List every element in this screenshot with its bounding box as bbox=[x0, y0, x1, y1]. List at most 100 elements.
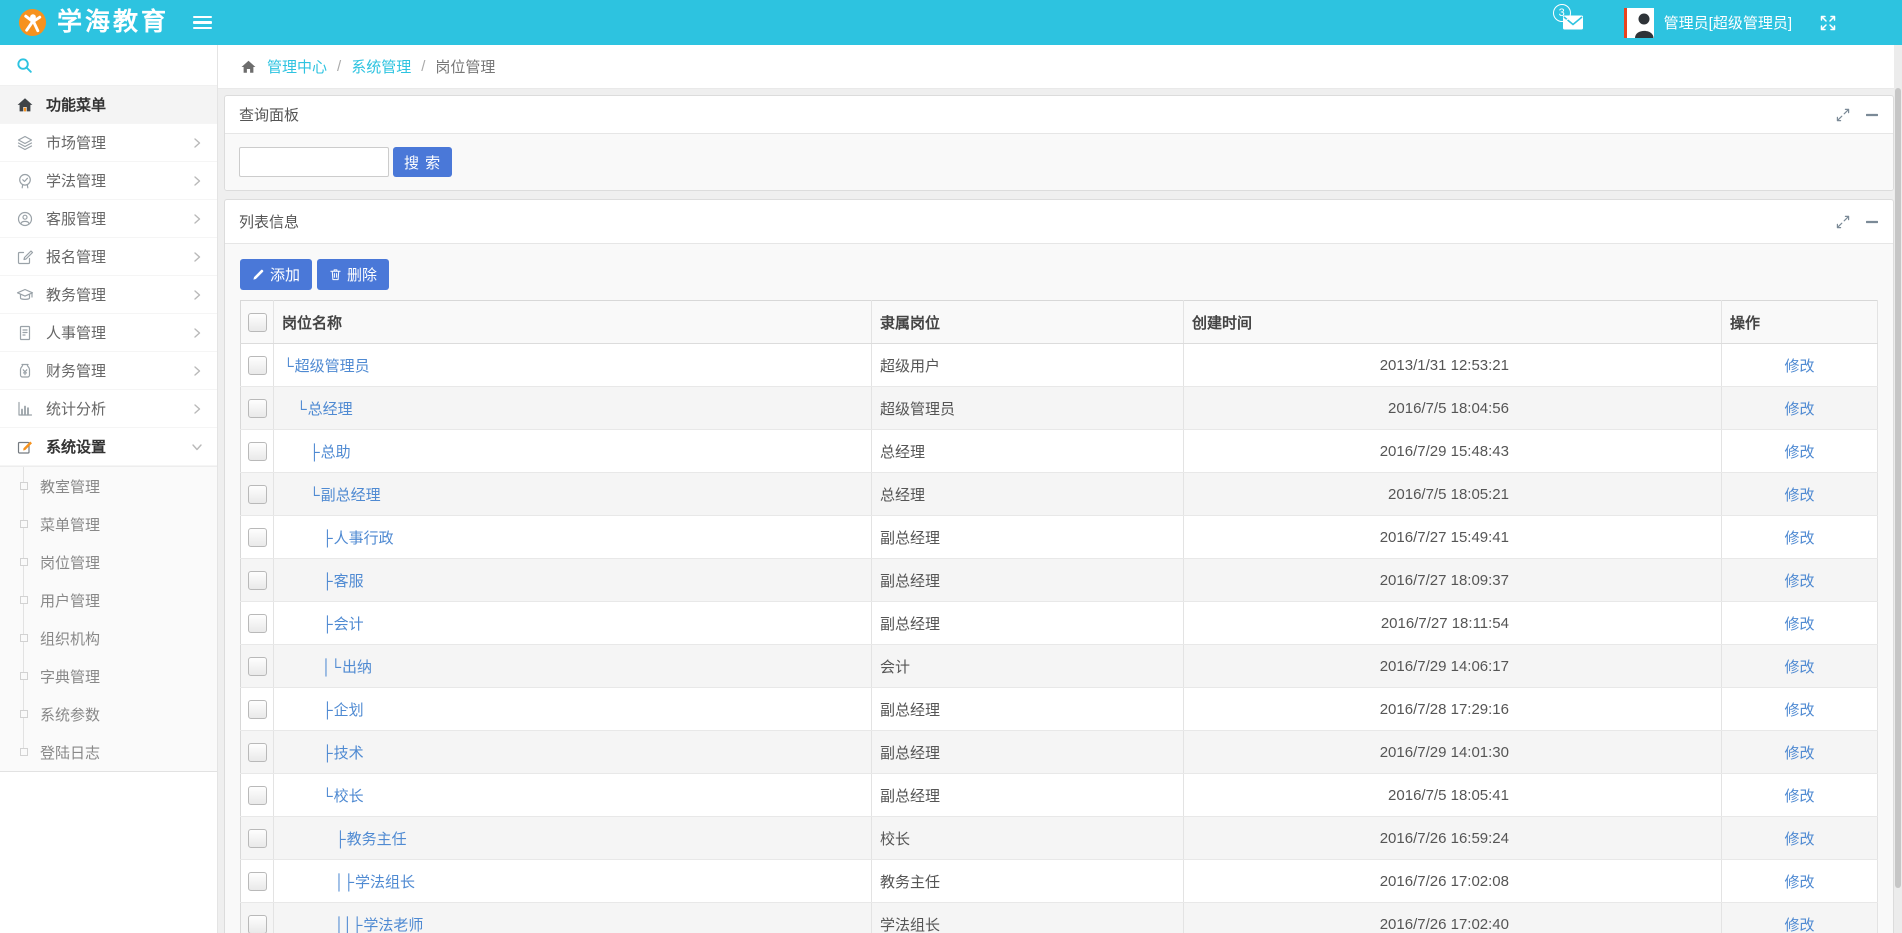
sidebar-item-2[interactable]: 学法管理 bbox=[0, 162, 217, 200]
edit-square-icon bbox=[17, 249, 34, 264]
sidebar-item-8[interactable]: 统计分析 bbox=[0, 390, 217, 428]
breadcrumb-link-admin-center[interactable]: 管理中心 bbox=[267, 59, 328, 76]
position-name-link[interactable]: ├ 人事行政 bbox=[322, 529, 394, 547]
edit-link[interactable]: 修改 bbox=[1784, 873, 1815, 891]
table-row: └ 校长 副总经理 2016/7/5 18:05:41 修改 bbox=[240, 773, 1878, 817]
row-checkbox[interactable] bbox=[247, 871, 267, 891]
position-name-link[interactable]: └ 超级管理员 bbox=[283, 357, 370, 375]
row-checkbox[interactable] bbox=[247, 742, 267, 762]
edit-link[interactable]: 修改 bbox=[1784, 658, 1815, 676]
sidebar-item-6[interactable]: 人事管理 bbox=[0, 314, 217, 352]
add-button[interactable]: 添加 bbox=[240, 259, 313, 290]
search-button[interactable]: 搜 索 bbox=[393, 147, 453, 177]
row-checkbox[interactable] bbox=[247, 355, 267, 375]
edit-link[interactable]: 修改 bbox=[1784, 744, 1815, 762]
sidebar-subitem-5[interactable]: 字典管理 bbox=[0, 657, 217, 695]
sidebar-subitem-1[interactable]: 菜单管理 bbox=[0, 505, 217, 543]
row-checkbox[interactable] bbox=[247, 441, 267, 461]
sidebar-subitem-3[interactable]: 用户管理 bbox=[0, 581, 217, 619]
row-checkbox[interactable] bbox=[247, 699, 267, 719]
edit-link[interactable]: 修改 bbox=[1784, 787, 1815, 805]
row-checkbox[interactable] bbox=[247, 613, 267, 633]
row-checkbox[interactable] bbox=[247, 570, 267, 590]
edit-link[interactable]: 修改 bbox=[1784, 529, 1815, 547]
tree-prefix: └ bbox=[283, 357, 294, 375]
created-time-cell: 2016/7/26 16:59:24 bbox=[1183, 816, 1722, 860]
position-name-link[interactable]: ├ 教务主任 bbox=[335, 830, 407, 848]
sidebar-subitem-7[interactable]: 登陆日志 bbox=[0, 733, 217, 771]
list-panel: 列表信息 bbox=[224, 199, 1894, 933]
edit-link[interactable]: 修改 bbox=[1784, 701, 1815, 719]
parent-position-cell: 校长 bbox=[871, 816, 1184, 860]
current-user-label[interactable]: 管理员[超级管理员] bbox=[1663, 15, 1792, 32]
edit-link[interactable]: 修改 bbox=[1784, 486, 1815, 504]
position-name-link[interactable]: ├ 企划 bbox=[322, 701, 364, 719]
row-checkbox[interactable] bbox=[247, 914, 267, 933]
row-checkbox[interactable] bbox=[247, 398, 267, 418]
position-name-link[interactable]: └ 总经理 bbox=[296, 400, 353, 418]
edit-link[interactable]: 修改 bbox=[1784, 572, 1815, 590]
panel-expand-icon[interactable] bbox=[1836, 215, 1850, 229]
row-checkbox[interactable] bbox=[247, 828, 267, 848]
sidebar-subitem-0[interactable]: 教室管理 bbox=[0, 467, 217, 505]
position-name-link[interactable]: ││├ 学法老师 bbox=[335, 916, 424, 933]
select-all-checkbox[interactable] bbox=[247, 312, 267, 332]
edit-link[interactable]: 修改 bbox=[1784, 615, 1815, 633]
sidebar-item-7[interactable]: 财务管理 bbox=[0, 352, 217, 390]
chevron-down-icon bbox=[191, 441, 203, 453]
sidebar-item-0[interactable]: 功能菜单 bbox=[0, 86, 217, 124]
sidebar: 功能菜单 市场管理 学法管理 客服管理 报名管理 教务管理 人事管理 财务管理 … bbox=[0, 45, 218, 933]
user-circle-icon bbox=[17, 211, 33, 226]
sidebar-subitem-4[interactable]: 组织机构 bbox=[0, 619, 217, 657]
chevron-right-icon bbox=[194, 137, 201, 148]
position-name-link[interactable]: └ 副总经理 bbox=[309, 486, 381, 504]
row-checkbox[interactable] bbox=[247, 527, 267, 547]
created-time-cell: 2016/7/28 17:29:16 bbox=[1183, 687, 1722, 731]
main-content: 管理中心 / 系统管理 / 岗位管理 查询面板 bbox=[218, 45, 1894, 933]
sidebar-item-5[interactable]: 教务管理 bbox=[0, 276, 217, 314]
position-name-link[interactable]: └ 校长 bbox=[322, 787, 364, 805]
chevron-right-icon bbox=[194, 213, 201, 224]
position-name-link[interactable]: ├ 会计 bbox=[322, 615, 364, 633]
delete-button[interactable]: 删除 bbox=[317, 259, 390, 290]
position-name-link[interactable]: │├ 学法组长 bbox=[335, 873, 416, 891]
column-header-parent-position: 隶属岗位 bbox=[871, 300, 1184, 344]
sidebar-search[interactable] bbox=[0, 45, 217, 86]
sidebar-subitem-2[interactable]: 岗位管理 bbox=[0, 543, 217, 581]
panel-expand-icon[interactable] bbox=[1836, 108, 1850, 122]
vertical-scrollbar[interactable] bbox=[1894, 45, 1902, 933]
breadcrumb-link-system-admin[interactable]: 系统管理 bbox=[351, 59, 412, 76]
sidebar-subitem-6[interactable]: 系统参数 bbox=[0, 695, 217, 733]
search-input[interactable] bbox=[239, 147, 389, 177]
position-name-link[interactable]: │└ 出纳 bbox=[322, 658, 373, 676]
sidebar-item-4[interactable]: 报名管理 bbox=[0, 238, 217, 276]
edit-link[interactable]: 修改 bbox=[1784, 830, 1815, 848]
row-checkbox[interactable] bbox=[247, 484, 267, 504]
created-time-cell: 2016/7/26 17:02:08 bbox=[1183, 859, 1722, 903]
position-name-link[interactable]: ├ 客服 bbox=[322, 572, 364, 590]
panel-collapse-icon[interactable] bbox=[1865, 108, 1879, 122]
edit-link[interactable]: 修改 bbox=[1784, 400, 1815, 418]
tree-prefix: ├ bbox=[335, 830, 346, 848]
sidebar-item-1[interactable]: 市场管理 bbox=[0, 124, 217, 162]
row-checkbox[interactable] bbox=[247, 785, 267, 805]
edit-link[interactable]: 修改 bbox=[1784, 357, 1815, 375]
seal-check-icon bbox=[19, 173, 31, 188]
fullscreen-icon[interactable] bbox=[1818, 13, 1838, 33]
position-name-link[interactable]: ├ 总助 bbox=[309, 443, 351, 461]
sidebar-toggle-icon[interactable] bbox=[193, 15, 213, 30]
sidebar-item-9[interactable]: 系统设置 bbox=[0, 428, 217, 466]
row-checkbox[interactable] bbox=[247, 656, 267, 676]
edit-link[interactable]: 修改 bbox=[1784, 916, 1815, 933]
parent-position-cell: 副总经理 bbox=[871, 601, 1184, 645]
panel-collapse-icon[interactable] bbox=[1865, 215, 1879, 229]
home-icon[interactable] bbox=[240, 59, 257, 75]
position-name-link[interactable]: ├ 技术 bbox=[322, 744, 364, 762]
chevron-right-icon bbox=[191, 403, 203, 415]
scrollbar-thumb[interactable] bbox=[1895, 88, 1901, 888]
breadcrumb-separator: / bbox=[337, 58, 342, 75]
edit-link[interactable]: 修改 bbox=[1784, 443, 1815, 461]
avatar[interactable] bbox=[1623, 7, 1654, 38]
sidebar-item-3[interactable]: 客服管理 bbox=[0, 200, 217, 238]
messages-icon[interactable]: 3 bbox=[1552, 4, 1584, 31]
